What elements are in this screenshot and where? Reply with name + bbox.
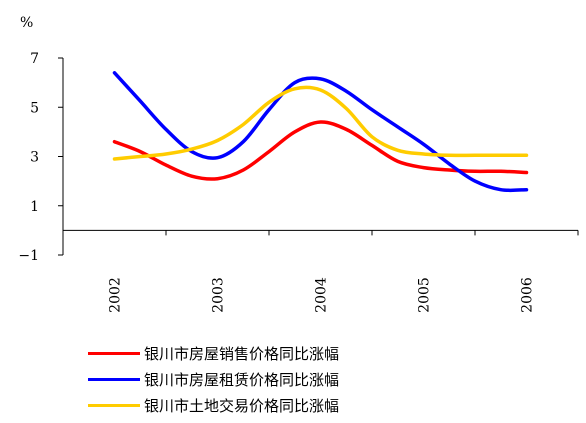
x-tick-label: 2002: [108, 277, 124, 313]
series-line-rent: [112, 71, 529, 193]
y-axis-unit-label: %: [20, 15, 33, 31]
series-line-land: [112, 85, 529, 161]
line-chart: % −1 1 3 5 7 2002 2003 2004 2005 2006: [18, 15, 579, 313]
y-tick-label: −1: [18, 248, 39, 264]
x-tick-label: 2004: [314, 277, 330, 313]
legend-label-sales: 银川市房屋销售价格同比涨幅: [144, 344, 340, 363]
legend-label-rent: 银川市房屋租赁价格同比涨幅: [144, 370, 340, 389]
y-tick-label: 3: [30, 150, 39, 166]
y-tick-label: 7: [30, 51, 39, 67]
series-line-sales: [112, 120, 529, 181]
legend-swatch-sales: [88, 351, 140, 355]
legend-swatch-rent: [88, 377, 140, 381]
y-tick-label: 1: [30, 199, 39, 215]
series-lines: [112, 71, 529, 193]
y-tick-labels: −1 1 3 5 7: [18, 51, 39, 264]
legend-swatch-land: [88, 403, 140, 407]
y-tick-label: 5: [30, 100, 39, 116]
legend: 银川市房屋销售价格同比涨幅 银川市房屋租赁价格同比涨幅 银川市土地交易价格同比涨…: [88, 340, 339, 418]
legend-label-land: 银川市土地交易价格同比涨幅: [144, 396, 340, 415]
legend-item-land: 银川市土地交易价格同比涨幅: [88, 392, 339, 418]
axes: [58, 57, 579, 256]
legend-item-sales: 银川市房屋销售价格同比涨幅: [88, 340, 339, 366]
x-tick-label: 2003: [211, 277, 227, 313]
legend-item-rent: 银川市房屋租赁价格同比涨幅: [88, 366, 339, 392]
x-tick-label: 2005: [417, 277, 433, 313]
x-tick-label: 2006: [520, 277, 536, 313]
x-tick-labels: 2002 2003 2004 2005 2006: [108, 277, 536, 313]
